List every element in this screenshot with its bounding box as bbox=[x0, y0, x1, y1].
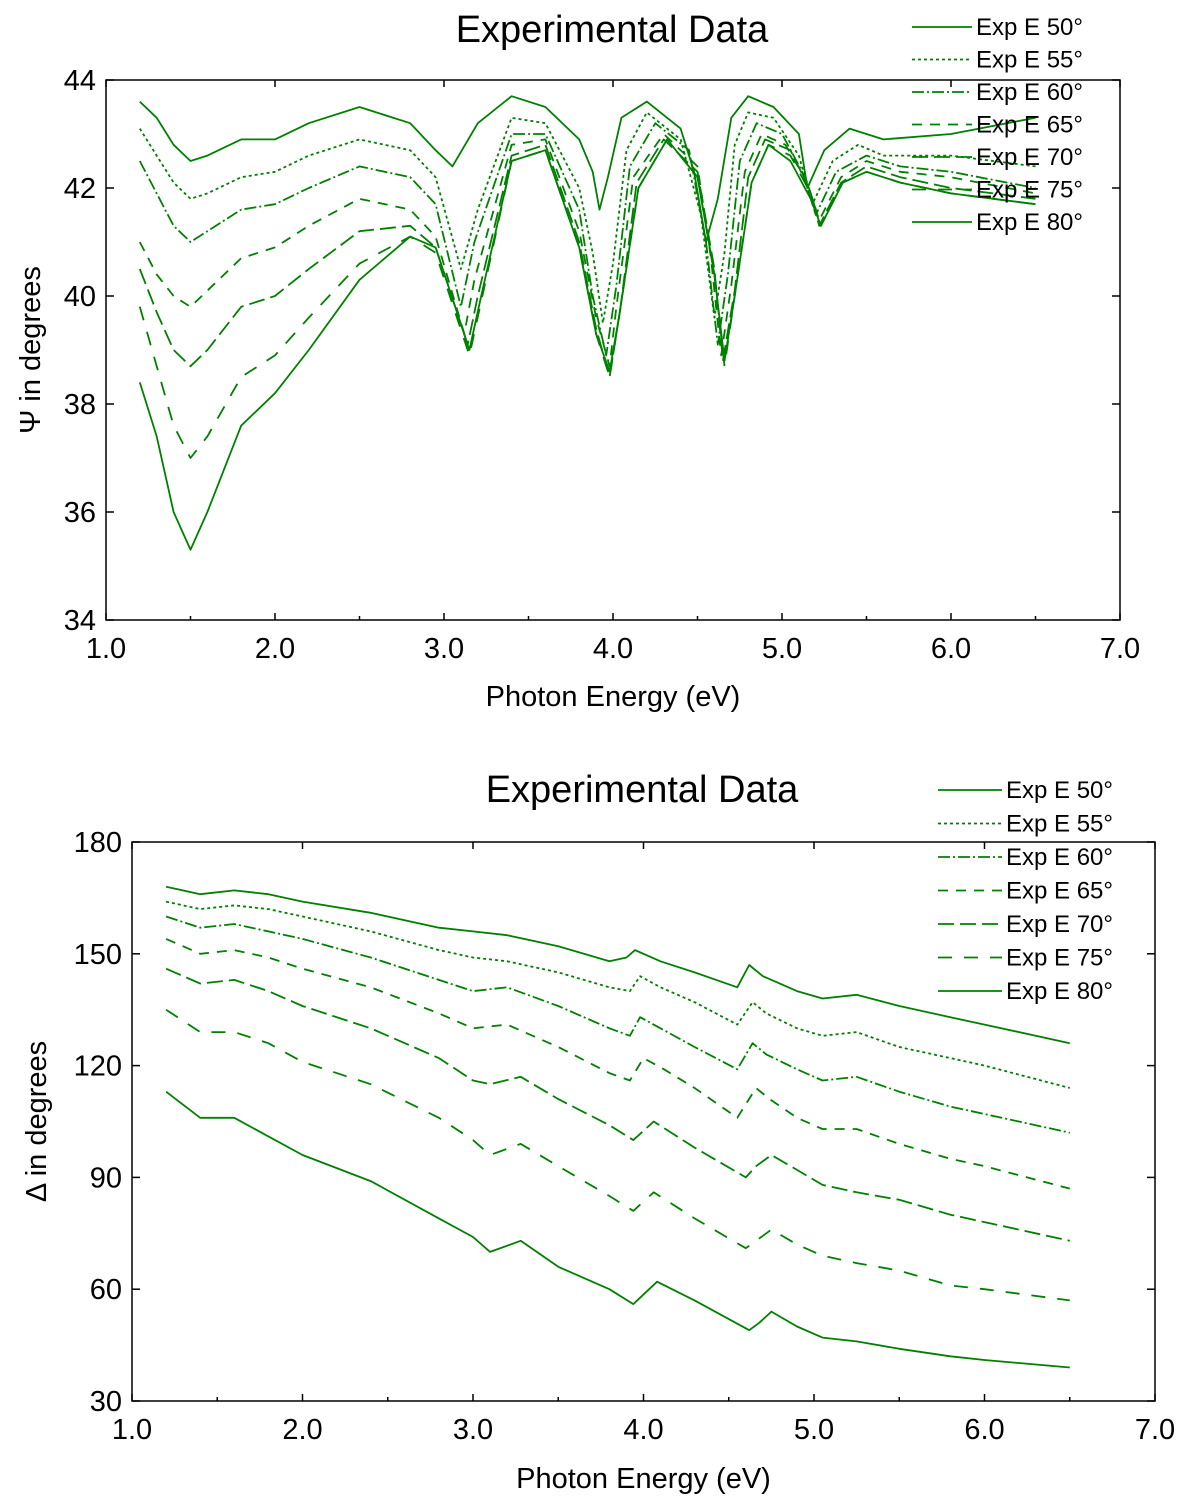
psi-x-tick-label: 4.0 bbox=[593, 633, 633, 665]
delta-series-line-5 bbox=[165, 967, 1070, 1242]
delta-y-tick-label: 30 bbox=[90, 1386, 122, 1418]
psi-series-line-1 bbox=[139, 95, 1036, 243]
delta-series-line-1 bbox=[165, 885, 1070, 1045]
delta-chart: Experimental Data 1.0 2.0 3.0 4.0 5.0 6.0 7.0 30… bbox=[21, 769, 1175, 1495]
delta-series-line-4 bbox=[165, 938, 1071, 1190]
delta-legend-entry-2: Exp E 55° bbox=[1006, 811, 1113, 838]
delta-x-axis-label: Photon Energy (eV) bbox=[516, 1463, 771, 1495]
psi-x-tick-label: 5.0 bbox=[762, 633, 802, 665]
psi-legend: Exp E 50° Exp E 55° Exp E 60° Exp E 65° Exp … bbox=[912, 14, 1083, 236]
psi-y-tick-label: 40 bbox=[64, 281, 96, 313]
psi-legend-entry-1: Exp E 50° bbox=[976, 14, 1083, 41]
delta-x-tick-label: 2.0 bbox=[282, 1414, 322, 1446]
delta-y-tick-label: 150 bbox=[74, 939, 122, 971]
psi-chart: Experimental Data 1.0 2.0 3.0 4.0 5.0 6.0 7.0 34… bbox=[15, 9, 1140, 713]
delta-y-tick-label: 180 bbox=[74, 827, 122, 859]
psi-series-line-6 bbox=[138, 138, 1036, 459]
delta-x-tick-label: 5.0 bbox=[794, 1414, 834, 1446]
psi-series-line-4 bbox=[139, 133, 1036, 368]
psi-x-tick-label: 7.0 bbox=[1100, 633, 1140, 665]
psi-legend-entry-7: Exp E 80° bbox=[976, 209, 1083, 236]
delta-y-tick-label: 60 bbox=[90, 1274, 122, 1306]
psi-legend-entry-3: Exp E 60° bbox=[976, 79, 1083, 106]
delta-x-tick-label: 3.0 bbox=[453, 1414, 493, 1446]
delta-chart-title: Experimental Data bbox=[486, 769, 799, 811]
delta-x-tick-label: 1.0 bbox=[112, 1414, 152, 1446]
delta-legend-entry-7: Exp E 80° bbox=[1006, 978, 1113, 1005]
delta-chart-panel: Experimental Data 1.0 2.0 3.0 4.0 5.0 6.0 7.0 30… bbox=[0, 750, 1183, 1498]
psi-chart-panel: Experimental Data 1.0 2.0 3.0 4.0 5.0 6.0 7.0 34… bbox=[0, 0, 1183, 730]
psi-y-tick-label: 36 bbox=[64, 497, 96, 529]
psi-x-tick-label: 3.0 bbox=[424, 633, 464, 665]
psi-y-tick-label: 42 bbox=[64, 173, 96, 205]
delta-y-tick-label: 120 bbox=[74, 1051, 122, 1083]
psi-legend-entry-6: Exp E 75° bbox=[976, 177, 1083, 204]
psi-x-tick-label: 2.0 bbox=[255, 633, 295, 665]
delta-series-group bbox=[165, 885, 1071, 1369]
delta-y-tick-label: 90 bbox=[90, 1162, 122, 1194]
psi-legend-entry-4: Exp E 65° bbox=[976, 112, 1083, 139]
psi-x-tick-label: 6.0 bbox=[931, 633, 971, 665]
psi-x-axis-label: Photon Energy (eV) bbox=[486, 681, 741, 713]
delta-legend: Exp E 50° Exp E 55° Exp E 60° Exp E 65° Exp … bbox=[938, 777, 1113, 1005]
delta-x-tick-label: 7.0 bbox=[1135, 1414, 1175, 1446]
delta-legend-entry-6: Exp E 75° bbox=[1006, 945, 1113, 972]
psi-legend-entry-2: Exp E 55° bbox=[976, 47, 1083, 74]
psi-series-line-7 bbox=[138, 138, 1036, 551]
psi-y-tick-label: 34 bbox=[64, 605, 96, 637]
delta-y-axis-label: Δ in degrees bbox=[21, 1041, 53, 1202]
psi-x-tick-label: 1.0 bbox=[86, 633, 126, 665]
psi-y-tick-label: 38 bbox=[64, 389, 96, 421]
delta-plot-area bbox=[131, 841, 1156, 1402]
psi-y-axis-label: Ψ in degrees bbox=[15, 266, 47, 434]
delta-legend-entry-5: Exp E 70° bbox=[1006, 911, 1113, 938]
psi-series-group bbox=[138, 95, 1036, 551]
psi-series-line-3 bbox=[139, 122, 1036, 357]
delta-series-line-3 bbox=[165, 915, 1070, 1134]
psi-chart-title: Experimental Data bbox=[456, 9, 769, 51]
psi-y-tick-label: 44 bbox=[64, 65, 96, 97]
delta-series-line-2 bbox=[165, 900, 1071, 1089]
delta-legend-entry-1: Exp E 50° bbox=[1006, 777, 1113, 804]
psi-legend-entry-5: Exp E 70° bbox=[976, 144, 1083, 171]
delta-legend-entry-3: Exp E 60° bbox=[1006, 844, 1113, 871]
delta-series-line-6 bbox=[165, 1008, 1070, 1302]
delta-series-line-7 bbox=[165, 1090, 1070, 1369]
delta-x-tick-label: 6.0 bbox=[964, 1414, 1004, 1446]
delta-x-tick-label: 4.0 bbox=[623, 1414, 663, 1446]
delta-legend-entry-4: Exp E 65° bbox=[1006, 878, 1113, 905]
